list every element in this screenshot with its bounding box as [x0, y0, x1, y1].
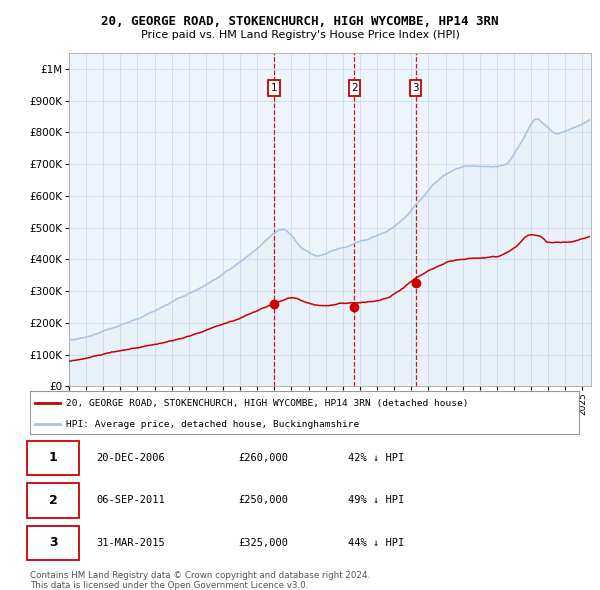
- Text: 3: 3: [412, 83, 419, 93]
- Text: 42% ↓ HPI: 42% ↓ HPI: [349, 453, 404, 463]
- Text: £250,000: £250,000: [239, 496, 289, 505]
- Text: This data is licensed under the Open Government Licence v3.0.: This data is licensed under the Open Gov…: [30, 581, 308, 590]
- FancyBboxPatch shape: [27, 441, 79, 475]
- Text: 1: 1: [271, 83, 277, 93]
- Text: 31-MAR-2015: 31-MAR-2015: [96, 538, 164, 548]
- Text: 20, GEORGE ROAD, STOKENCHURCH, HIGH WYCOMBE, HP14 3RN (detached house): 20, GEORGE ROAD, STOKENCHURCH, HIGH WYCO…: [65, 399, 468, 408]
- Text: HPI: Average price, detached house, Buckinghamshire: HPI: Average price, detached house, Buck…: [65, 420, 359, 429]
- Text: 2: 2: [49, 494, 58, 507]
- Text: 1: 1: [49, 451, 58, 464]
- Text: 3: 3: [49, 536, 58, 549]
- FancyBboxPatch shape: [27, 483, 79, 517]
- Text: 20-DEC-2006: 20-DEC-2006: [96, 453, 164, 463]
- Text: Price paid vs. HM Land Registry's House Price Index (HPI): Price paid vs. HM Land Registry's House …: [140, 30, 460, 40]
- FancyBboxPatch shape: [27, 526, 79, 560]
- Text: £325,000: £325,000: [239, 538, 289, 548]
- Text: £260,000: £260,000: [239, 453, 289, 463]
- Text: Contains HM Land Registry data © Crown copyright and database right 2024.: Contains HM Land Registry data © Crown c…: [30, 571, 370, 579]
- Text: 2: 2: [351, 83, 358, 93]
- Text: 49% ↓ HPI: 49% ↓ HPI: [349, 496, 404, 505]
- Text: 06-SEP-2011: 06-SEP-2011: [96, 496, 164, 505]
- Text: 20, GEORGE ROAD, STOKENCHURCH, HIGH WYCOMBE, HP14 3RN: 20, GEORGE ROAD, STOKENCHURCH, HIGH WYCO…: [101, 15, 499, 28]
- Text: 44% ↓ HPI: 44% ↓ HPI: [349, 538, 404, 548]
